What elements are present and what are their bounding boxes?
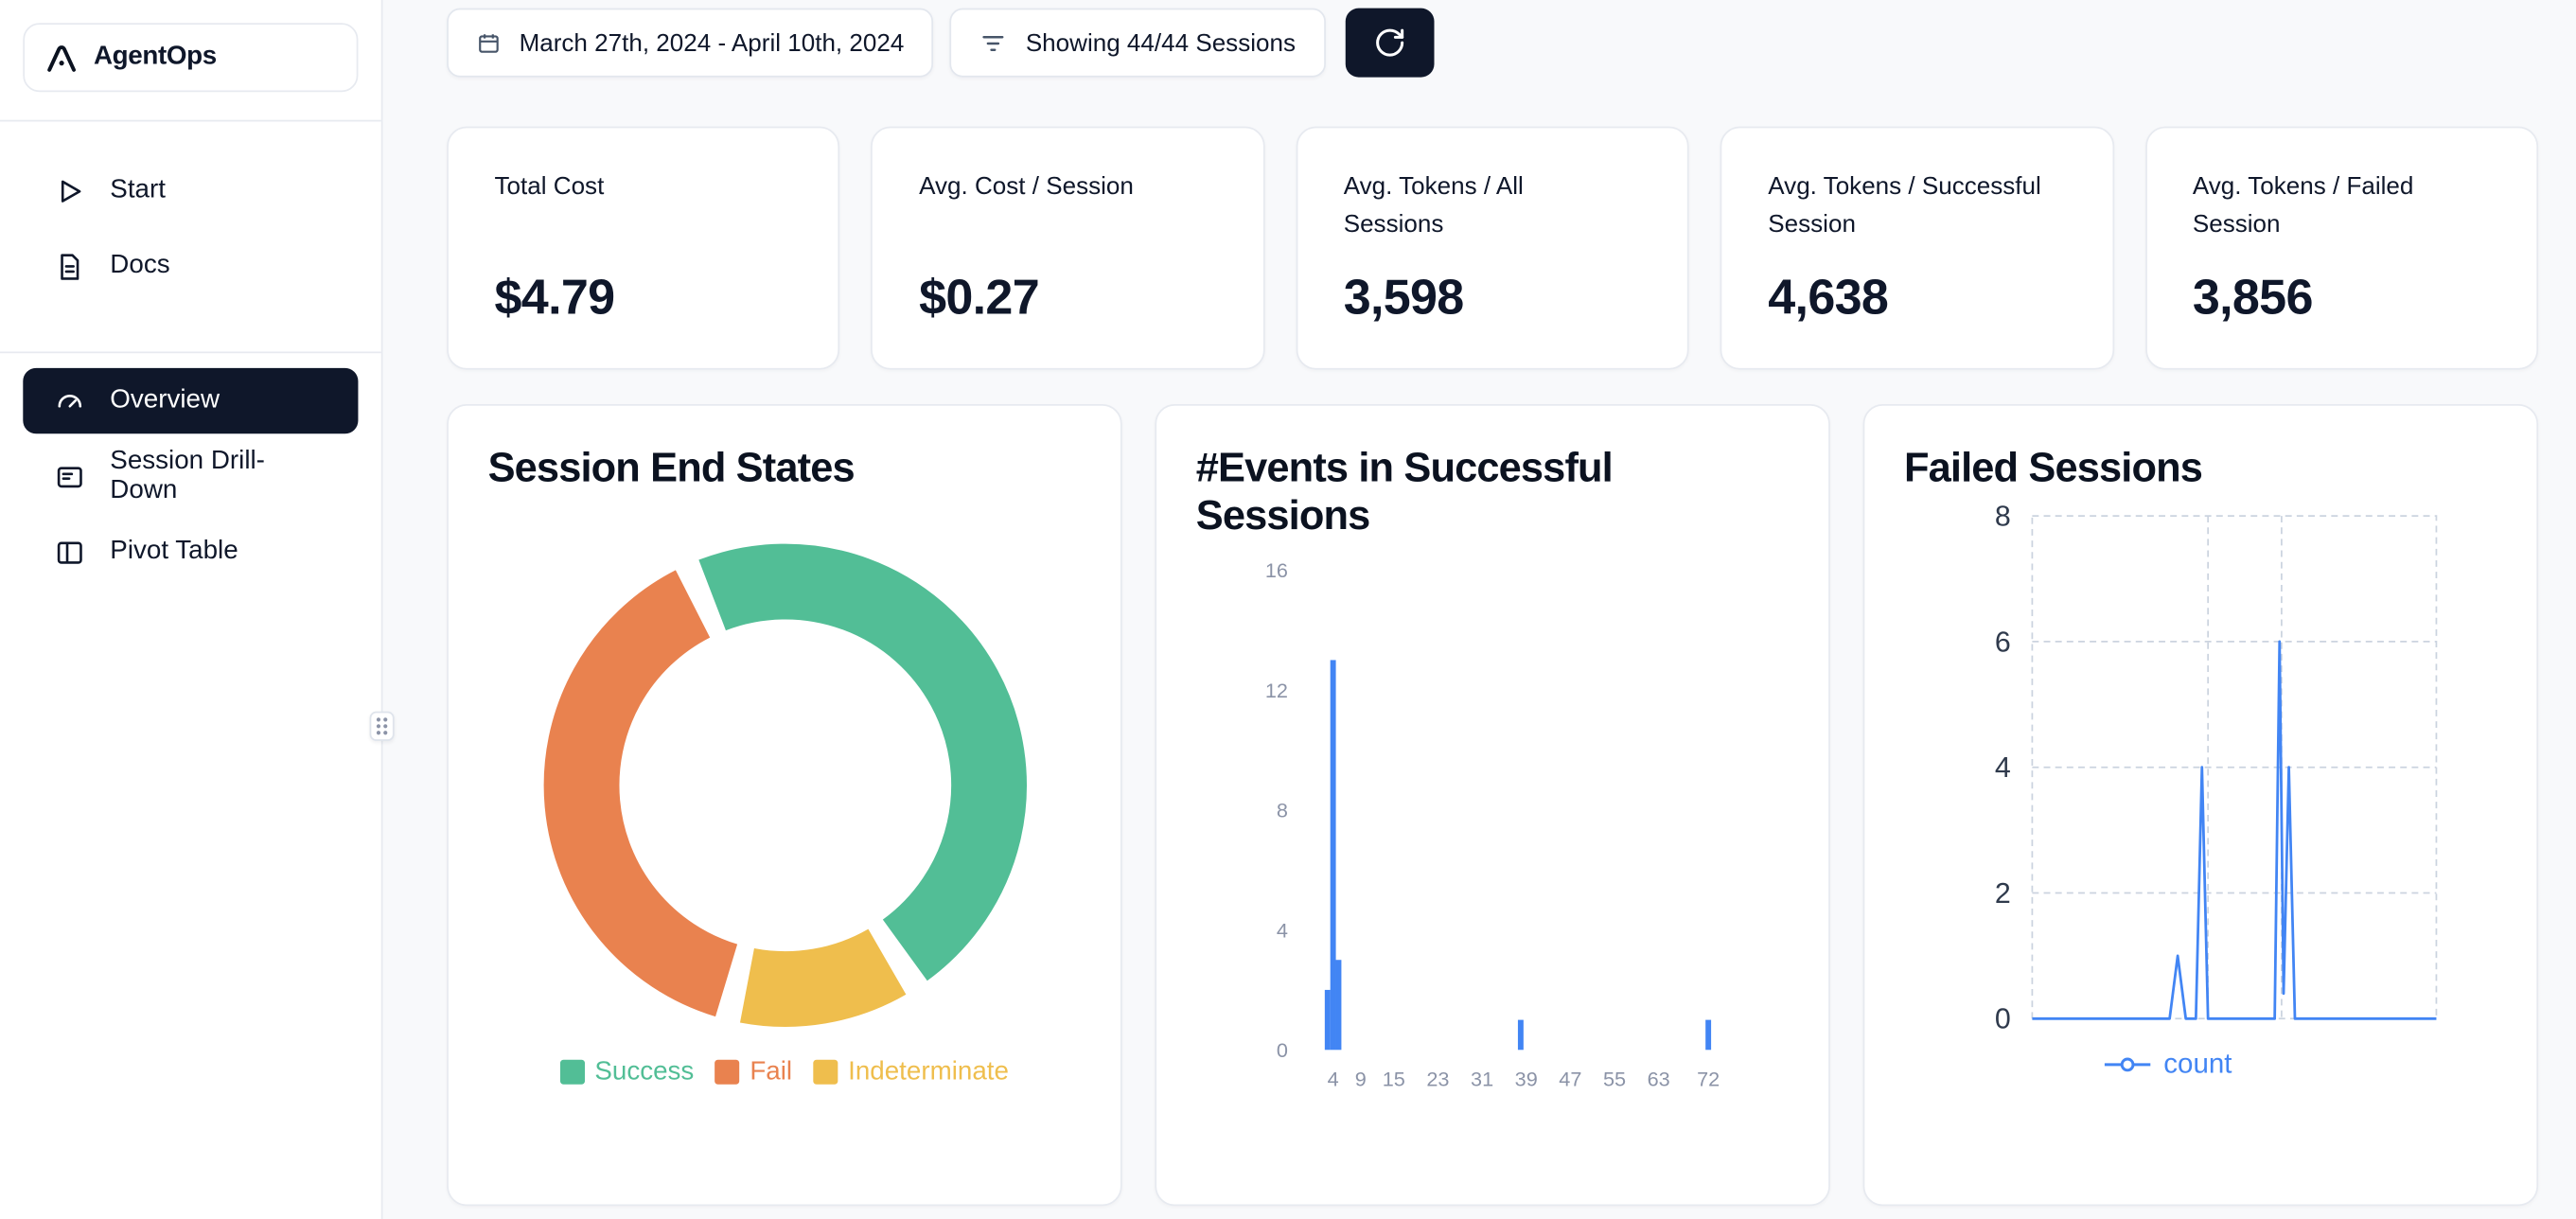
stat-card-avg-tokens-failed: Avg. Tokens / Failed Session 3,856 [2144, 126, 2539, 370]
sidebar-divider [0, 119, 381, 122]
charts-row: Session End States Success Fail [447, 404, 2539, 1207]
svg-text:2: 2 [1995, 877, 2011, 909]
play-icon [53, 174, 86, 207]
svg-text:9: 9 [1355, 1067, 1367, 1090]
stat-label: Avg. Tokens / Failed Session [2192, 172, 2414, 238]
sidebar-item-label: Docs [110, 251, 170, 280]
sidebar-item-label: Overview [110, 385, 221, 415]
legend-item-indeterminate[interactable]: Indeterminate [813, 1057, 1009, 1087]
stat-value: 4,638 [1768, 271, 1889, 326]
sessions-filter-button[interactable]: Showing 44/44 Sessions [949, 8, 1326, 78]
sidebar-nav-pages: Overview Session Drill-Down Pivot Table [0, 353, 381, 585]
svg-text:72: 72 [1697, 1067, 1720, 1090]
legend-item-fail[interactable]: Fail [715, 1058, 792, 1087]
chart-title: Failed Sessions [1903, 445, 2203, 492]
sidebar-item-label: Session Drill-Down [110, 447, 265, 504]
svg-text:63: 63 [1648, 1067, 1670, 1090]
topbar: March 27th, 2024 - April 10th, 2024 Show… [447, 8, 2538, 78]
svg-text:6: 6 [1995, 627, 2011, 658]
stat-value: 3,856 [2192, 271, 2314, 326]
table-columns-icon [53, 536, 86, 569]
donut-legend-swatch [813, 1060, 838, 1086]
stat-label: Total Cost [494, 172, 605, 201]
date-range-label: March 27th, 2024 - April 10th, 2024 [519, 28, 905, 57]
svg-text:15: 15 [1383, 1067, 1405, 1090]
stat-card-avg-cost: Avg. Cost / Session $0.27 [871, 126, 1265, 370]
filter-icon [979, 28, 1008, 57]
calendar-icon [476, 30, 501, 55]
events-histogram-card: #Events in Successful Sessions 0 4 8 12 16 4 9… [1155, 404, 1830, 1207]
svg-text:12: 12 [1265, 678, 1288, 701]
svg-text:31: 31 [1471, 1067, 1493, 1090]
sidebar-item-pivot-table[interactable]: Pivot Table [23, 520, 358, 585]
sidebar-divider [0, 351, 381, 354]
sessions-filter-label: Showing 44/44 Sessions [1025, 28, 1297, 57]
svg-text:4: 4 [1995, 752, 2011, 784]
stat-card-avg-tokens-all: Avg. Tokens / All Sessions 3,598 [1296, 126, 1689, 370]
svg-text:0: 0 [1995, 1003, 2011, 1034]
svg-text:23: 23 [1426, 1067, 1449, 1090]
svg-text:39: 39 [1515, 1067, 1538, 1090]
sidebar-item-start[interactable]: Start [23, 158, 358, 223]
session-end-states-card: Session End States Success Fail [447, 404, 1122, 1207]
agentops-logo[interactable]: AgentOps [23, 23, 359, 93]
stat-label: Avg. Cost / Session [919, 172, 1134, 201]
svg-text:4: 4 [1328, 1067, 1339, 1090]
document-icon [53, 250, 86, 283]
stat-value: $0.27 [919, 271, 1040, 326]
date-range-button[interactable]: March 27th, 2024 - April 10th, 2024 [447, 8, 934, 78]
chart-title: Session End States [487, 445, 856, 492]
line-chart-legend[interactable]: count [2104, 1048, 2497, 1081]
svg-text:16: 16 [1265, 557, 1288, 581]
sidebar-item-session-drilldown[interactable]: Session Drill-Down [23, 444, 358, 509]
stat-card-avg-tokens-successful: Avg. Tokens / Successful Session 4,638 [1720, 126, 2114, 370]
sidebar-item-label: Start [110, 175, 166, 204]
svg-text:8: 8 [1995, 503, 2011, 532]
sidebar: AgentOps Start Docs [0, 0, 383, 1219]
line-legend-marker-icon [2104, 1057, 2151, 1071]
sidebar-item-docs[interactable]: Docs [23, 234, 358, 299]
donut-legend-swatch [715, 1060, 740, 1086]
chart-title: #Events in Successful Sessions [1195, 445, 1614, 539]
stat-value: $4.79 [494, 271, 616, 326]
donut-legend: Success Fail Indeterminate [488, 1058, 1082, 1087]
stat-label: Avg. Tokens / Successful Session [1768, 172, 2041, 238]
stat-label: Avg. Tokens / All Sessions [1343, 172, 1524, 238]
svg-text:0: 0 [1277, 1037, 1288, 1061]
donut-legend-swatch [559, 1060, 585, 1086]
stat-card-total-cost: Total Cost $4.79 [447, 126, 840, 370]
svg-text:55: 55 [1603, 1067, 1626, 1090]
line-legend-label: count [2163, 1048, 2232, 1080]
donut-legend-label: Success [594, 1057, 695, 1086]
legend-item-success[interactable]: Success [559, 1057, 695, 1087]
failed-sessions-line-chart[interactable]: 0 2 4 6 8 [1904, 503, 2489, 1045]
sidebar-item-overview[interactable]: Overview [23, 367, 359, 434]
svg-text:8: 8 [1277, 798, 1288, 822]
stat-value: 3,598 [1343, 271, 1465, 326]
donut-legend-label: Fail [750, 1057, 793, 1086]
main-content: March 27th, 2024 - April 10th, 2024 Show… [384, 0, 2576, 1219]
logo-text: AgentOps [93, 43, 217, 71]
gauge-icon [53, 384, 86, 417]
list-card-icon [53, 460, 86, 493]
grip-dots-icon [376, 717, 388, 735]
svg-text:4: 4 [1277, 918, 1288, 942]
donut-legend-label: Indeterminate [848, 1057, 1009, 1086]
failed-sessions-card: Failed Sessions 0 2 4 6 8 count [1862, 404, 2539, 1207]
sidebar-resize-handle[interactable] [369, 711, 395, 741]
stats-row: Total Cost $4.79 Avg. Cost / Session $0.… [447, 126, 2539, 370]
refresh-icon [1375, 28, 1403, 57]
sidebar-item-label: Pivot Table [110, 537, 238, 566]
svg-text:47: 47 [1559, 1067, 1581, 1090]
refresh-button[interactable] [1345, 8, 1434, 78]
sidebar-nav-primary: Start Docs [0, 121, 381, 298]
agentops-logo-icon [44, 41, 79, 75]
session-end-states-donut-chart[interactable] [538, 539, 1032, 1032]
